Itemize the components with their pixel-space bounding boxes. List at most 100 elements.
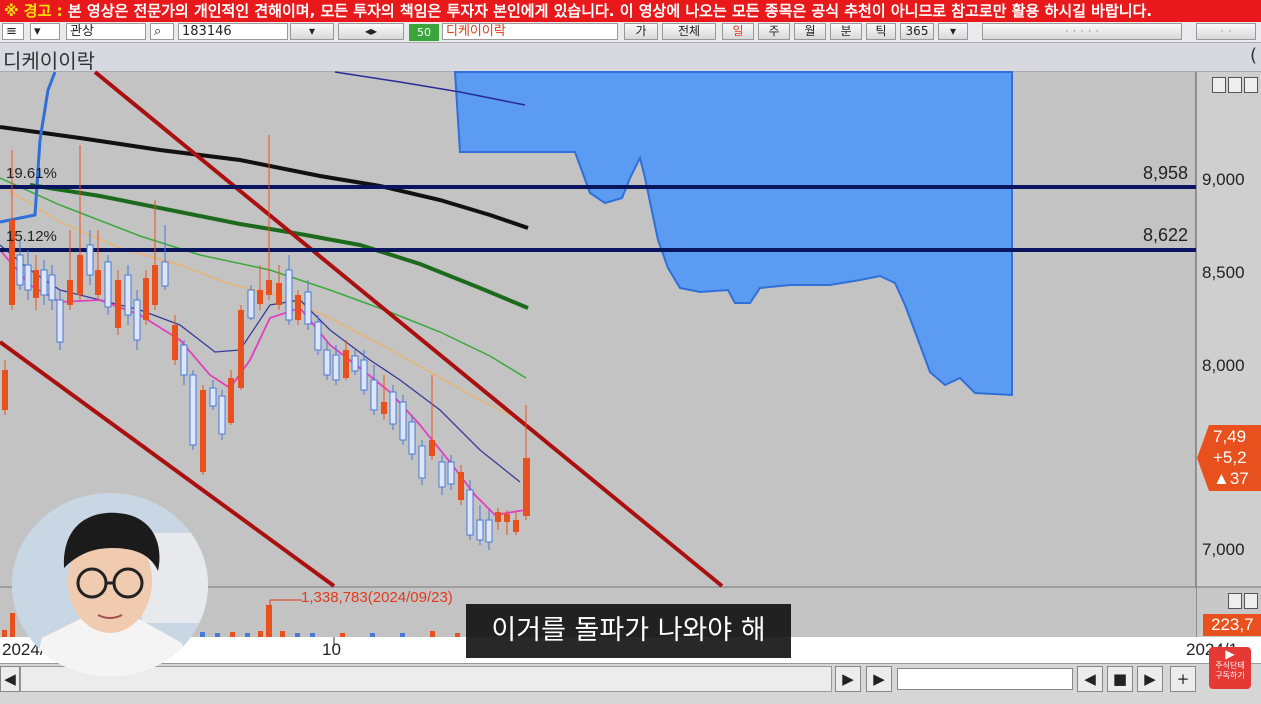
ma-line-darkgreen [29,183,529,310]
volume-bar [430,631,435,637]
scroll-track[interactable] [20,666,832,692]
toolbar-button-5[interactable]: 월 [794,23,826,40]
axis-toggle-button-2[interactable] [1228,77,1242,93]
candle-body [33,270,39,298]
volume-bar [266,605,272,637]
zoom-in-icon[interactable]: + [1170,666,1196,692]
scroll-left-button[interactable]: ◀ [0,666,20,692]
candle [257,265,263,310]
candle [360,350,368,395]
candle [180,340,188,385]
stock-code-input[interactable]: 183146 [178,23,288,40]
candle-body [67,280,73,305]
candle-body [389,391,397,425]
play-forward-button[interactable]: ▶ [1137,666,1163,692]
ma-line-lightgreen [0,177,527,379]
volume-axis-button-2[interactable] [1244,593,1258,609]
menu-icon[interactable]: ≡ [2,23,24,40]
candle [24,250,32,300]
warning-prefix: ※ 경고 : [4,2,63,20]
toolbar-button-3[interactable]: 일 [722,23,754,40]
volume-bar [340,633,345,637]
candle-body [304,291,312,325]
candle-body [115,280,121,328]
price-change-pct: ▲37 [1213,469,1249,488]
candle-body [24,264,32,291]
toolbar-button-2[interactable]: 전체 [662,23,716,40]
candle [408,415,416,460]
price-tick-8500: 8,500 [1202,263,1245,282]
scroll-end-button[interactable]: ▶ [866,666,892,692]
candle-body [218,395,226,435]
candle [438,455,446,495]
dropdown-button[interactable]: ▾ [30,23,60,40]
toolbar-button-6[interactable]: 분 [830,23,862,40]
volume-bar [245,633,250,637]
candle [143,270,149,325]
candle-body [152,265,158,305]
volume-bar [310,633,315,637]
volume-bar [295,633,300,637]
candle-body [332,354,340,381]
presenter-mouth [97,614,123,619]
axis-toggle-button-1[interactable] [1212,77,1226,93]
resistance-pct-upper: 19.61% [6,165,57,182]
candle-body [447,461,455,485]
toolbar-button-8[interactable]: 365 [900,23,934,40]
candle-body [295,295,301,320]
candle [485,510,493,550]
candle [504,510,510,535]
candle [466,480,474,540]
candle-body [86,244,94,276]
toolbar-dropdown[interactable]: ▾ [938,23,968,40]
current-price-tag: 7,49 +5,2 ▲37 [1197,425,1261,491]
code-dropdown-button[interactable]: ▾ [290,23,334,40]
candle-body [360,359,368,391]
toolbar-button-1[interactable]: 가 [624,23,658,40]
axis-toggle-button-3[interactable] [1244,77,1258,93]
search-icon[interactable]: ⌕ [150,23,174,40]
candle [95,230,101,300]
warning-text: 본 영상은 전문가의 개인적인 견해이며, 모든 투자의 책임은 투자자 본인에… [67,2,1153,20]
stock-name-field[interactable]: 디케이이락 [442,23,618,40]
candle [314,315,322,355]
play-back-button[interactable]: ◀ [1077,666,1103,692]
price-tick-8000: 8,000 [1202,356,1245,375]
candle-body [343,350,349,378]
candle [228,370,234,425]
volume-bar [258,631,263,637]
toolbar-button-4[interactable]: 주 [758,23,790,40]
candle [9,150,15,310]
candle-body [523,458,530,516]
candle [495,508,501,530]
candle-body [143,278,149,320]
candle [266,135,272,300]
candle [389,385,397,430]
scroll-right-button[interactable]: ▶ [835,666,861,692]
candle-body [2,370,8,410]
subscribe-badge[interactable]: ▶ 주식단테 구독하기 [1209,647,1251,689]
candle [86,230,94,285]
zoom-slider[interactable] [897,668,1073,690]
candle-body [485,519,493,543]
volume-bars [2,605,460,637]
candle [351,350,359,375]
stop-button[interactable]: ■ [1107,666,1133,692]
account-select[interactable]: 관상 [66,23,146,40]
play-icon: ▶ [1225,647,1235,661]
volume-bar [400,633,405,637]
candle-body [95,270,101,295]
volume-axis-button-1[interactable] [1228,593,1242,609]
navigate-buttons[interactable]: ◂▸ [338,23,404,40]
current-price-tag-bg [1197,425,1261,491]
volume-bar [10,613,15,637]
candle [285,255,293,325]
candle [152,200,158,310]
price-tick-9000: 9,000 [1202,170,1245,189]
candle-body [180,344,188,376]
candle [370,365,378,415]
toolbar-button-7[interactable]: 틱 [866,23,896,40]
candle-body [48,274,56,301]
current-price: 7,49 [1213,427,1247,446]
